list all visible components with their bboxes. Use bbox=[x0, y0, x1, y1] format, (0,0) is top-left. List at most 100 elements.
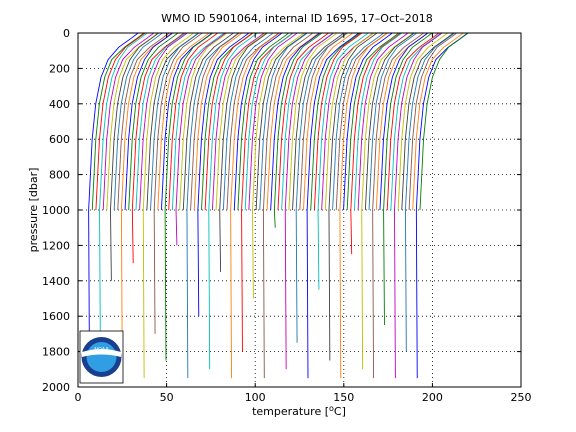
profile-line bbox=[113, 32, 163, 211]
profile-line bbox=[299, 32, 348, 211]
profile-line bbox=[368, 32, 418, 211]
profile-line bbox=[255, 32, 307, 211]
profile-line bbox=[390, 32, 442, 211]
profile-line bbox=[131, 32, 185, 264]
y-tick-label: 1600 bbox=[42, 310, 70, 323]
profile-line bbox=[273, 32, 323, 228]
profile-line bbox=[248, 32, 298, 211]
logo-text: NOAA bbox=[94, 347, 109, 353]
logo-bird-icon bbox=[82, 349, 121, 357]
profile-line bbox=[102, 32, 155, 211]
profile-line bbox=[401, 32, 454, 211]
profile-line bbox=[379, 32, 429, 211]
profile-line bbox=[386, 32, 440, 211]
profile-line bbox=[343, 32, 393, 211]
profile-line bbox=[346, 32, 400, 211]
profile-line bbox=[135, 32, 186, 211]
profile-line bbox=[99, 32, 148, 361]
profile-line bbox=[117, 32, 170, 211]
profile-line bbox=[175, 32, 226, 246]
profile-line bbox=[226, 32, 279, 211]
x-tick-label: 150 bbox=[333, 391, 354, 404]
y-tick-label: 400 bbox=[49, 98, 70, 111]
profile-line bbox=[204, 32, 254, 211]
profile-line bbox=[168, 32, 219, 211]
profile-line bbox=[142, 32, 194, 379]
profile-line bbox=[383, 32, 433, 326]
profile-line bbox=[208, 32, 258, 370]
profile-line bbox=[288, 32, 338, 211]
y-tick-label: 1400 bbox=[42, 275, 70, 288]
profile-line bbox=[317, 32, 369, 290]
profile-line bbox=[193, 32, 243, 211]
profile-line bbox=[88, 32, 139, 379]
profile-line bbox=[110, 32, 159, 281]
profile-line bbox=[324, 32, 375, 211]
profile-line bbox=[197, 32, 250, 317]
profile-line bbox=[182, 32, 234, 211]
profile-line bbox=[230, 32, 280, 379]
profile-line bbox=[222, 32, 274, 211]
x-tick-label: 0 bbox=[75, 391, 82, 404]
profile-line bbox=[313, 32, 363, 211]
profile-line bbox=[303, 32, 353, 211]
profile-line bbox=[259, 32, 308, 211]
profile-line bbox=[412, 32, 464, 211]
profile-line bbox=[91, 32, 145, 211]
profile-line bbox=[372, 32, 424, 379]
profile-line bbox=[171, 32, 225, 211]
profile-line bbox=[128, 32, 179, 211]
profile-line bbox=[252, 32, 305, 299]
profile-line bbox=[277, 32, 329, 211]
x-tick-label: 100 bbox=[245, 391, 266, 404]
profile-line bbox=[270, 32, 321, 211]
profile-line bbox=[408, 32, 457, 211]
profile-line bbox=[350, 32, 401, 255]
profile-line bbox=[215, 32, 267, 211]
y-tick-label: 1800 bbox=[42, 346, 70, 359]
profile-line bbox=[310, 32, 361, 211]
y-tick-label: 1000 bbox=[42, 204, 70, 217]
profile-line bbox=[95, 32, 146, 211]
profile-line bbox=[157, 32, 210, 211]
axis-ticks: 0 50 100 150 200 250 0 200 400 600 800 1000 1200 1400… bbox=[42, 27, 532, 404]
profile-line bbox=[394, 32, 443, 379]
x-tick-label: 200 bbox=[422, 391, 443, 404]
profile-line bbox=[364, 32, 415, 211]
profile-line bbox=[328, 32, 378, 361]
profile-line bbox=[284, 32, 334, 370]
profile-line bbox=[164, 32, 214, 361]
y-tick-label: 600 bbox=[49, 133, 70, 146]
profile-line bbox=[266, 32, 320, 211]
y-axis-label: pressure [dbar] bbox=[27, 168, 40, 253]
x-axis-label: temperature [oC] bbox=[252, 404, 346, 418]
profile-line bbox=[262, 32, 314, 379]
profile-line bbox=[306, 32, 360, 379]
profile-line bbox=[237, 32, 289, 211]
profile-line bbox=[153, 32, 203, 334]
profile-line bbox=[211, 32, 265, 211]
profile-line bbox=[124, 32, 173, 211]
profile-line bbox=[233, 32, 283, 211]
profile-line bbox=[150, 32, 200, 211]
profile-line bbox=[419, 32, 469, 211]
y-tick-label: 200 bbox=[49, 62, 70, 75]
profile-line bbox=[244, 32, 294, 211]
y-tick-label: 2000 bbox=[42, 381, 70, 394]
profile-line bbox=[179, 32, 228, 211]
y-tick-label: 0 bbox=[63, 27, 70, 40]
profile-line bbox=[332, 32, 385, 211]
profile-line bbox=[190, 32, 240, 211]
profile-line bbox=[139, 32, 188, 211]
y-tick-label: 1200 bbox=[42, 239, 70, 252]
profile-line bbox=[354, 32, 403, 211]
profile-lines bbox=[88, 32, 469, 379]
noaa-logo: NOAA bbox=[79, 330, 124, 384]
chart-title: WMO ID 5901064, internal ID 1695, 17–Oct… bbox=[161, 12, 433, 25]
profile-line bbox=[357, 32, 409, 211]
profile-line bbox=[397, 32, 449, 211]
x-tick-label: 50 bbox=[160, 391, 174, 404]
profile-line bbox=[404, 32, 455, 352]
profile-line bbox=[292, 32, 345, 211]
